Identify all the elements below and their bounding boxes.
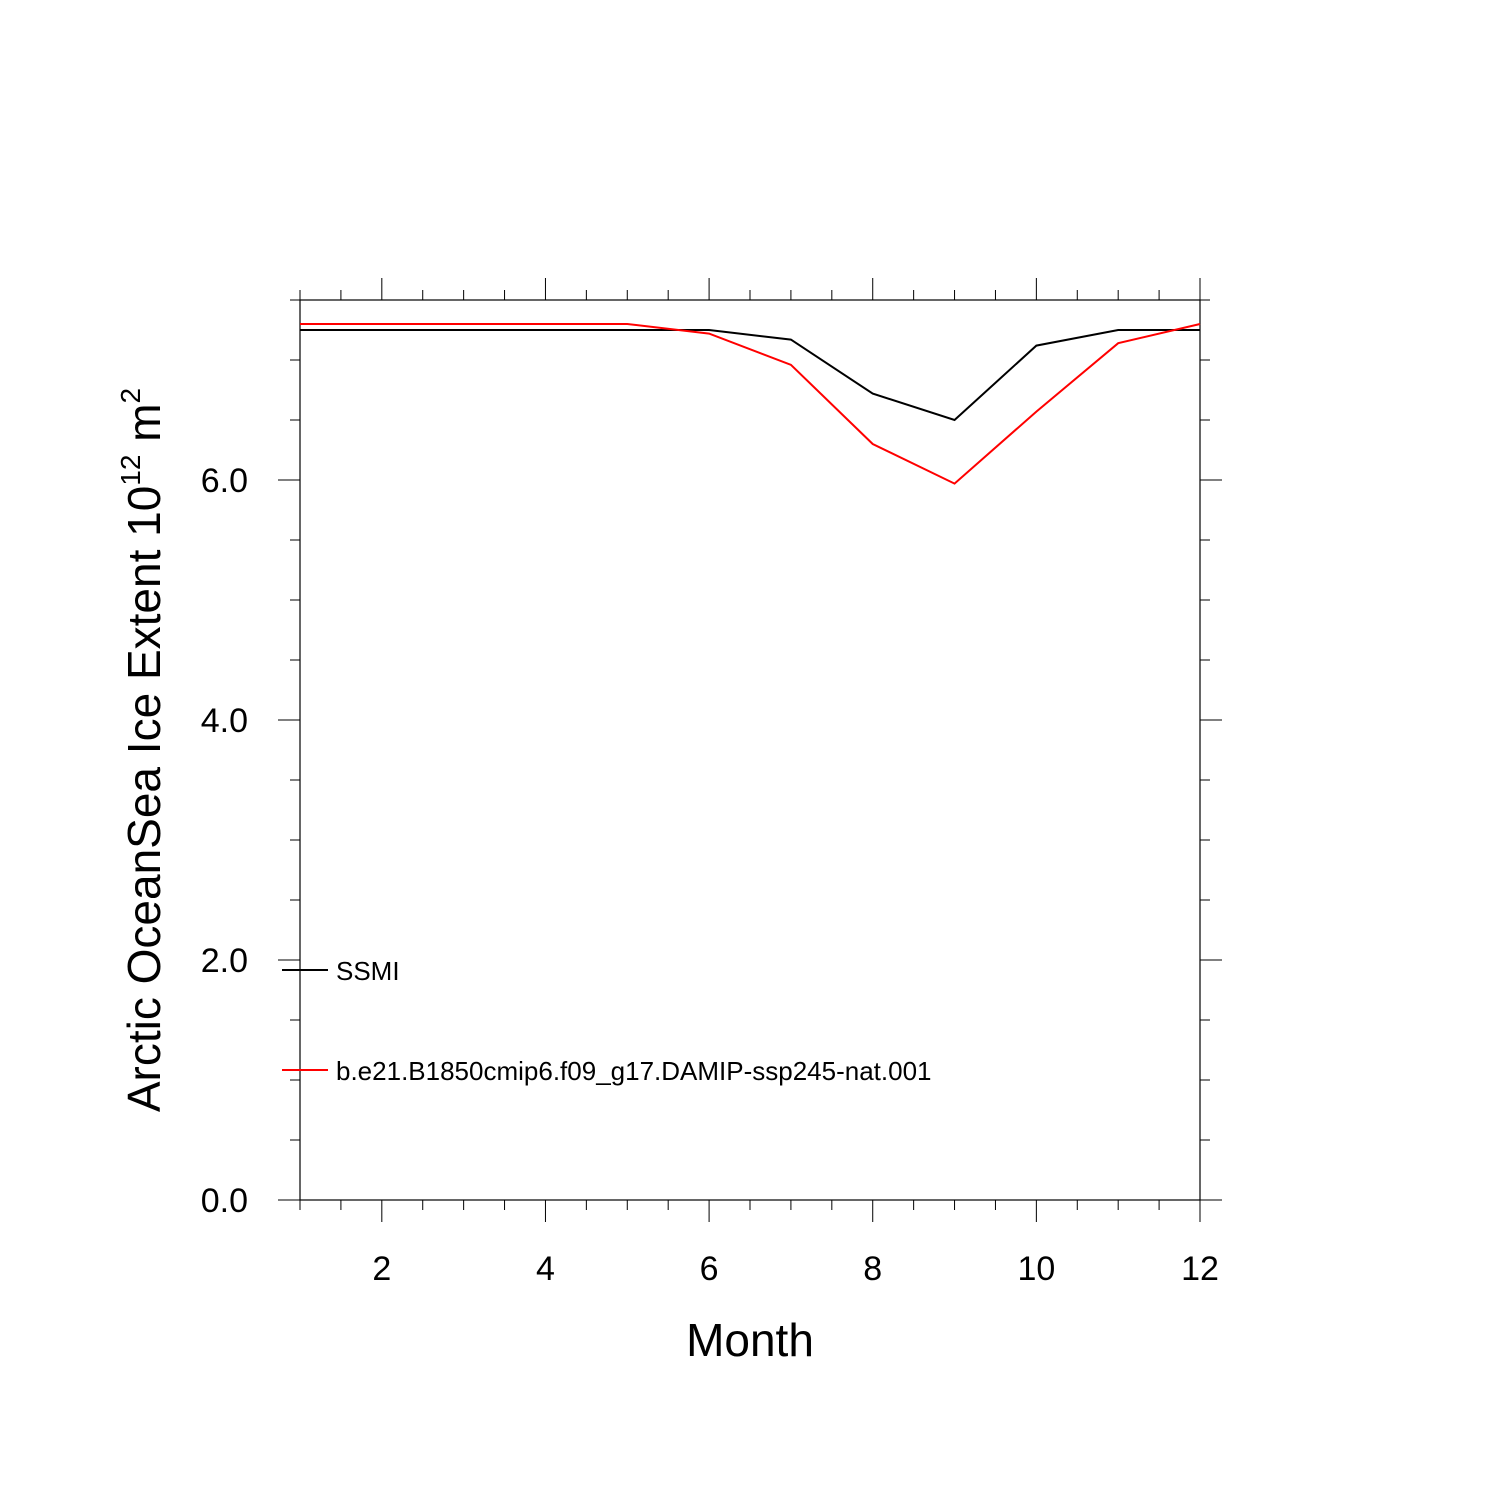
x-tick-label: 12: [1181, 1250, 1219, 1288]
y-tick-label: 2.0: [201, 942, 248, 980]
x-tick-label: 8: [863, 1250, 882, 1288]
y-axis-title-exponent: 12: [115, 455, 146, 486]
series-line-0: [300, 329, 1200, 422]
series-layer: [300, 323, 1201, 485]
series-line-1: [300, 323, 1201, 485]
y-axis-title-text: Arctic OceanSea Ice Extent 10: [118, 486, 170, 1112]
tick-labels: 2 4 6 8 10 12 0.0 2.0 4.0 6.0: [201, 462, 1219, 1288]
x-tick-label: 10: [1017, 1250, 1055, 1288]
axis-ticks: [278, 278, 1222, 1222]
y-axis-title: Arctic OceanSea Ice Extent 1012 m2: [115, 388, 170, 1112]
legend-label-ssmi: SSMI: [336, 956, 400, 986]
x-tick-label: 4: [536, 1250, 555, 1288]
y-tick-label: 6.0: [201, 462, 248, 500]
legend: SSMI b.e21.B1850cmip6.f09_g17.DAMIP-ssp2…: [282, 956, 932, 1086]
plot-frame: [299, 299, 1201, 1201]
y-tick-label: 4.0: [201, 702, 248, 740]
x-axis-title: Month: [686, 1314, 814, 1366]
legend-label-model: b.e21.B1850cmip6.f09_g17.DAMIP-ssp245-na…: [336, 1056, 932, 1086]
y-axis-title-unit-exponent: 2: [115, 388, 146, 404]
y-axis-title-space: [118, 442, 170, 455]
y-axis-title-unit: m: [118, 403, 170, 441]
x-tick-label: 2: [372, 1250, 391, 1288]
y-tick-label: 0.0: [201, 1182, 248, 1220]
x-tick-label: 6: [700, 1250, 719, 1288]
